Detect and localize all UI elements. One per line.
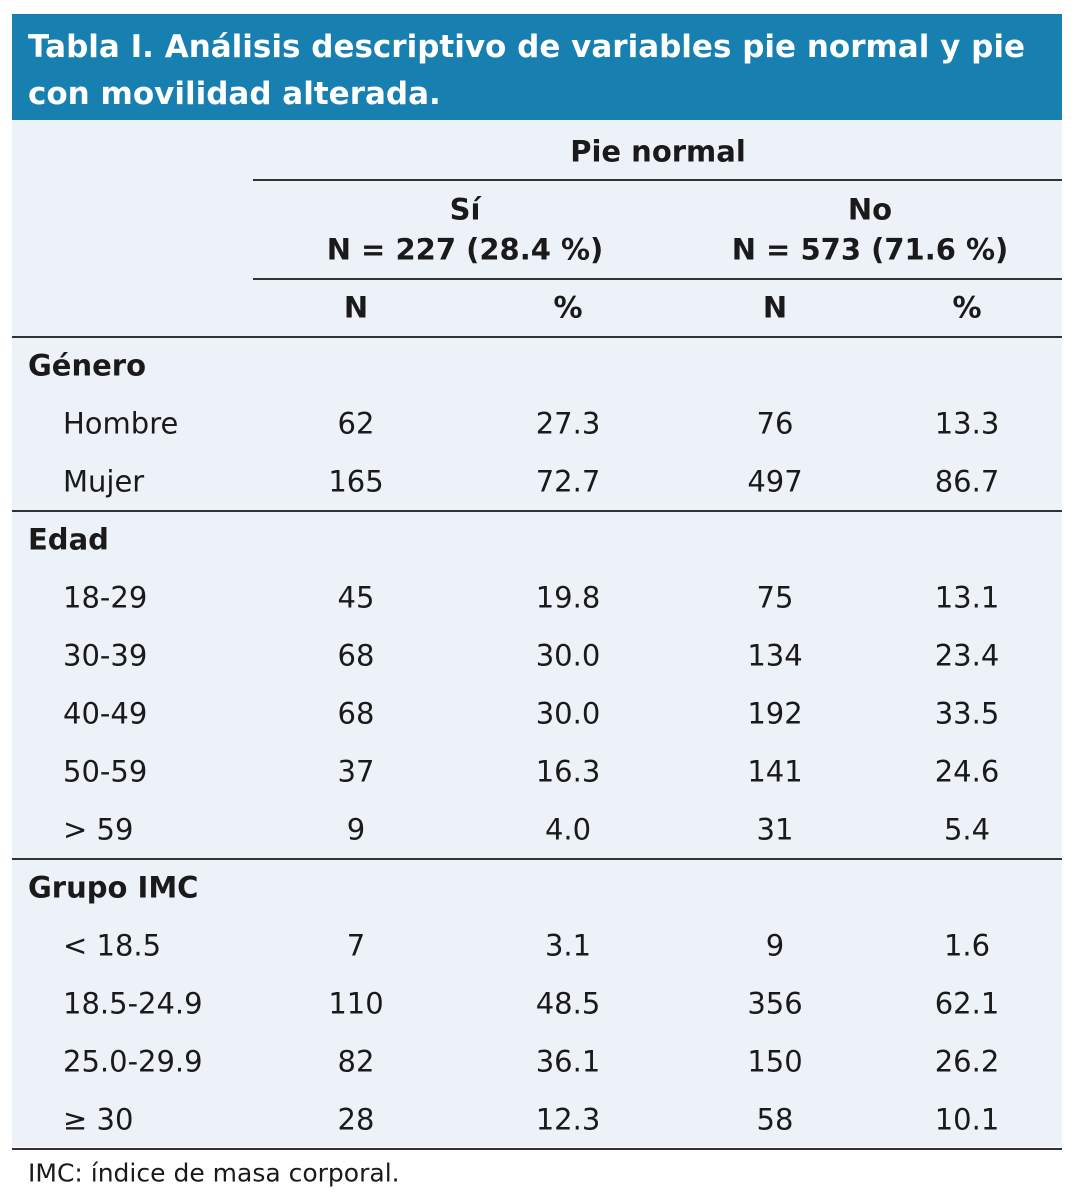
rule <box>12 858 1062 860</box>
cell: 12.3 <box>535 1102 601 1137</box>
title: Tabla I. Análisis descriptivo de variabl… <box>28 29 1025 112</box>
column-n: N = 227 (28.4 %) <box>326 232 604 267</box>
cell: 4.0 <box>544 812 592 847</box>
cell: 62.1 <box>934 986 1000 1021</box>
cell: 19.8 <box>535 580 601 615</box>
row-label: 18.5-24.9 <box>63 986 203 1021</box>
cell: 30.0 <box>535 696 601 731</box>
cell: 36.1 <box>535 1044 601 1079</box>
cell: 7 <box>346 928 366 963</box>
cell: 150 <box>747 1044 803 1079</box>
cell: 5.4 <box>943 812 991 847</box>
section-label: Género <box>28 348 147 383</box>
section-label: Grupo IMC <box>28 870 199 905</box>
section-label: Edad <box>28 522 109 557</box>
cell: 497 <box>747 464 803 499</box>
row-label: > 59 <box>63 812 134 847</box>
row-label: < 18.5 <box>63 928 162 963</box>
rule <box>253 179 1062 181</box>
cell: 10.1 <box>934 1102 1000 1137</box>
cell: 75 <box>756 580 794 615</box>
title-bar <box>12 14 1062 120</box>
row-label: 18-29 <box>63 580 148 615</box>
cell: 356 <box>747 986 803 1021</box>
cell: 13.1 <box>934 580 1000 615</box>
column-header: No <box>847 192 893 227</box>
footnote: IMC: índice de masa corporal. <box>28 1158 400 1188</box>
cell: 86.7 <box>934 464 1000 499</box>
cell: 76 <box>756 406 794 441</box>
rule <box>12 336 1062 338</box>
cell: 58 <box>756 1102 794 1137</box>
group-header: Pie normal <box>570 134 746 169</box>
cell: 26.2 <box>934 1044 1000 1079</box>
cell: 3.1 <box>544 928 592 963</box>
subcolumn-header: % <box>553 290 583 325</box>
cell: 48.5 <box>535 986 601 1021</box>
cell: 45 <box>337 580 375 615</box>
cell: 141 <box>747 754 803 789</box>
rule <box>12 1148 1062 1150</box>
cell: 23.4 <box>934 638 1000 673</box>
cell: 82 <box>337 1044 375 1079</box>
table-bg <box>12 120 1062 1147</box>
column-header: Sí <box>449 192 481 227</box>
row-label: 30-39 <box>63 638 148 673</box>
cell: 68 <box>337 696 375 731</box>
cell: 110 <box>328 986 384 1021</box>
cell: 33.5 <box>934 696 1000 731</box>
cell: 1.6 <box>943 928 991 963</box>
subcolumn-header: N <box>343 290 369 325</box>
cell: 13.3 <box>934 406 1000 441</box>
cell: 16.3 <box>535 754 601 789</box>
cell: 62 <box>337 406 375 441</box>
subcolumn-header: N <box>762 290 788 325</box>
cell: 9 <box>765 928 785 963</box>
cell: 28 <box>337 1102 375 1137</box>
row-label: ≥ 30 <box>63 1102 134 1137</box>
row-label: Hombre <box>63 406 179 441</box>
column-n: N = 573 (71.6 %) <box>731 232 1009 267</box>
cell: 68 <box>337 638 375 673</box>
rule <box>253 278 1062 280</box>
subcolumn-header: % <box>952 290 982 325</box>
cell: 31 <box>756 812 794 847</box>
cell: 134 <box>747 638 803 673</box>
cell: 24.6 <box>934 754 1000 789</box>
cell: 192 <box>747 696 803 731</box>
cell: 37 <box>337 754 375 789</box>
row-label: 40-49 <box>63 696 148 731</box>
row-label: 50-59 <box>63 754 148 789</box>
cell: 165 <box>328 464 384 499</box>
cell: 72.7 <box>535 464 601 499</box>
rule <box>12 510 1062 512</box>
cell: 30.0 <box>535 638 601 673</box>
cell: 9 <box>346 812 366 847</box>
cell: 27.3 <box>535 406 601 441</box>
row-label: Mujer <box>63 464 145 499</box>
row-label: 25.0-29.9 <box>63 1044 203 1079</box>
